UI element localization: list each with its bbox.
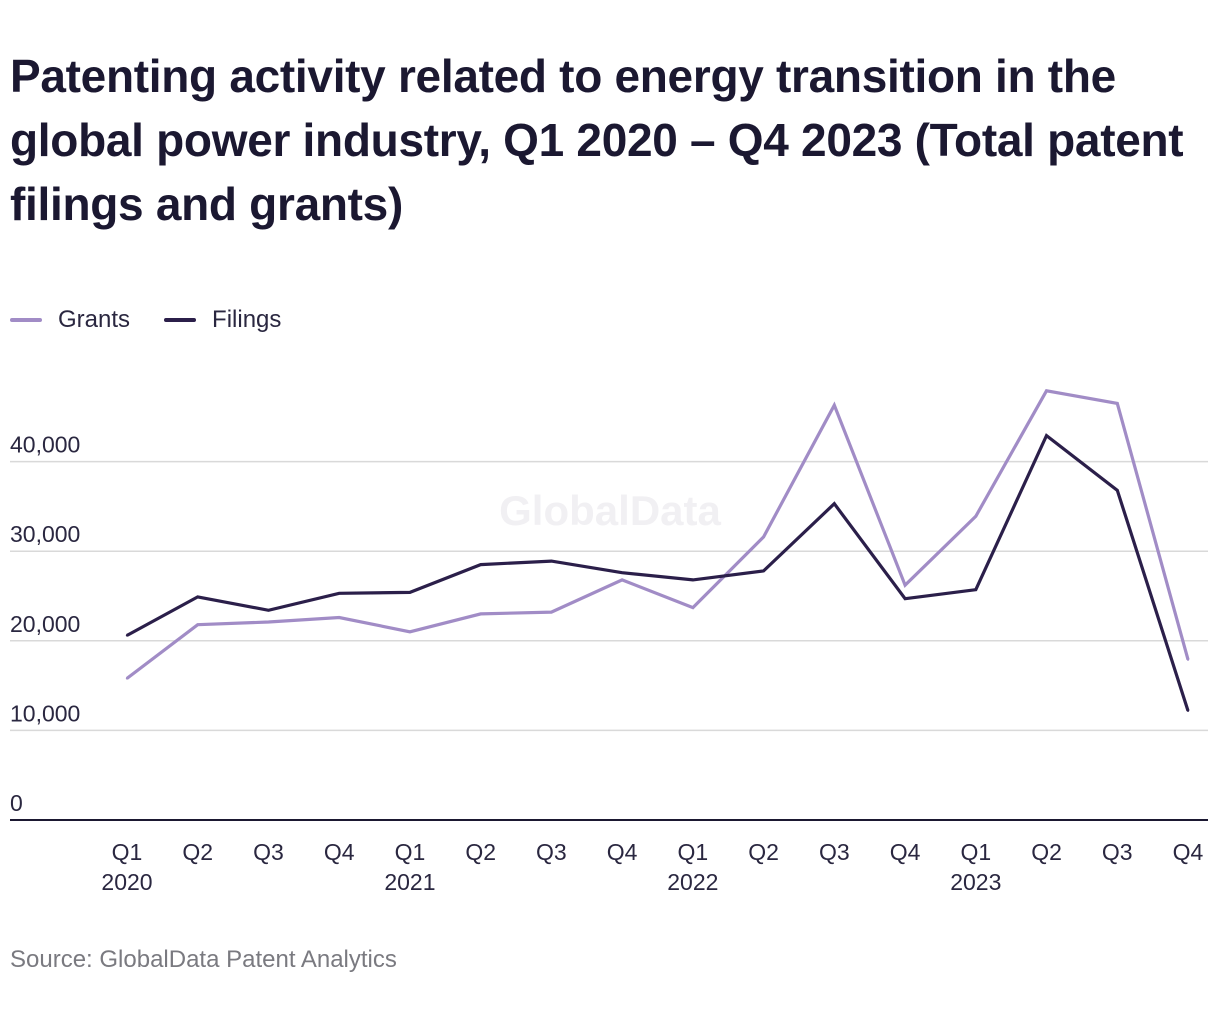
data-point-filings-9 bbox=[762, 569, 765, 573]
data-point-grants-0 bbox=[125, 677, 129, 680]
x-tick-label-15: Q4 bbox=[1173, 839, 1204, 865]
data-point-grants-1 bbox=[196, 623, 199, 626]
x-tick-label-14: Q3 bbox=[1102, 839, 1133, 865]
x-tick-label-1: Q2 bbox=[182, 839, 213, 865]
chart-title: Patenting activity related to energy tra… bbox=[10, 50, 1184, 230]
data-point-filings-4 bbox=[408, 591, 412, 594]
data-point-grants-14 bbox=[1116, 402, 1119, 405]
data-point-grants-12 bbox=[974, 515, 977, 518]
data-point-grants-3 bbox=[338, 616, 341, 619]
data-point-filings-11 bbox=[903, 597, 907, 600]
watermark-text: GlobalData bbox=[499, 487, 721, 534]
y-tick-label-20000: 20,000 bbox=[10, 611, 80, 637]
data-point-filings-5 bbox=[479, 563, 482, 566]
legend: Grants Filings bbox=[10, 306, 315, 334]
legend-label-grants: Grants bbox=[58, 306, 131, 333]
data-point-filings-1 bbox=[196, 595, 199, 599]
data-point-filings-13 bbox=[1045, 434, 1048, 437]
data-point-filings-7 bbox=[620, 571, 624, 574]
series-line-filings bbox=[126, 433, 1190, 712]
x-tick-label-0: Q1 bbox=[112, 839, 143, 865]
data-point-grants-4 bbox=[408, 630, 412, 634]
y-axis-tick-labels: 0 10,000 20,000 30,000 40,000 bbox=[10, 432, 80, 816]
x-tick-label-6: Q3 bbox=[536, 839, 567, 865]
data-point-filings-2 bbox=[267, 609, 270, 612]
data-point-filings-15 bbox=[1186, 709, 1190, 712]
data-point-grants-11 bbox=[903, 584, 907, 587]
data-point-grants-13 bbox=[1045, 389, 1048, 393]
data-point-grants-10 bbox=[833, 403, 836, 407]
data-point-grants-8 bbox=[691, 606, 695, 609]
data-point-grants-7 bbox=[620, 578, 624, 582]
x-tick-label-7: Q4 bbox=[607, 839, 638, 865]
x-axis-tick-labels: Q1 2020 Q2 Q3 Q4 Q1 2021 Q2 Q3 Q4 Q1 2022 Q2 Q3 Q4 Q1 20… bbox=[101, 839, 1203, 895]
y-tick-label-10000: 10,000 bbox=[10, 700, 80, 726]
x-tick-label-9: Q2 bbox=[748, 839, 779, 865]
x-tick-label-2: Q3 bbox=[253, 839, 284, 865]
x-tick-label-13: Q2 bbox=[1031, 839, 1062, 865]
data-point-grants-15 bbox=[1186, 658, 1190, 661]
x-tick-label-5: Q2 bbox=[465, 839, 496, 865]
x-tick-label-10: Q3 bbox=[819, 839, 850, 865]
x-tick-label-4: Q1 bbox=[395, 839, 426, 865]
legend-label-filings: Filings bbox=[212, 306, 282, 333]
y-tick-label-30000: 30,000 bbox=[10, 521, 80, 547]
x-tick-label-12: Q1 bbox=[960, 839, 991, 865]
x-year-label-2021: 2021 bbox=[384, 869, 435, 895]
data-point-filings-3 bbox=[338, 592, 341, 595]
data-point-filings-14 bbox=[1116, 489, 1119, 492]
x-year-label-2022: 2022 bbox=[667, 869, 718, 895]
data-point-filings-8 bbox=[691, 578, 695, 582]
data-point-grants-2 bbox=[267, 620, 270, 624]
x-tick-label-11: Q4 bbox=[890, 839, 921, 865]
data-point-filings-0 bbox=[125, 634, 129, 637]
data-point-filings-12 bbox=[974, 588, 977, 591]
x-year-label-2023: 2023 bbox=[950, 869, 1001, 895]
x-tick-label-3: Q4 bbox=[324, 839, 355, 865]
y-tick-label-40000: 40,000 bbox=[10, 432, 80, 458]
data-point-filings-6 bbox=[550, 559, 553, 563]
legend-item-filings: Filings bbox=[164, 306, 281, 334]
data-point-grants-9 bbox=[762, 535, 765, 539]
x-tick-label-8: Q1 bbox=[678, 839, 709, 865]
source-note: Source: GlobalData Patent Analytics bbox=[10, 946, 397, 973]
legend-item-grants: Grants bbox=[10, 306, 130, 334]
legend-swatch-grants bbox=[10, 318, 42, 322]
data-point-grants-5 bbox=[479, 612, 482, 616]
data-point-filings-10 bbox=[833, 502, 836, 505]
x-year-label-2020: 2020 bbox=[101, 869, 152, 895]
series-line-grants bbox=[126, 389, 1190, 680]
legend-swatch-filings bbox=[164, 318, 197, 322]
y-tick-label-0: 0 bbox=[10, 790, 23, 816]
data-point-grants-6 bbox=[550, 610, 553, 614]
series-lines bbox=[125, 389, 1190, 712]
